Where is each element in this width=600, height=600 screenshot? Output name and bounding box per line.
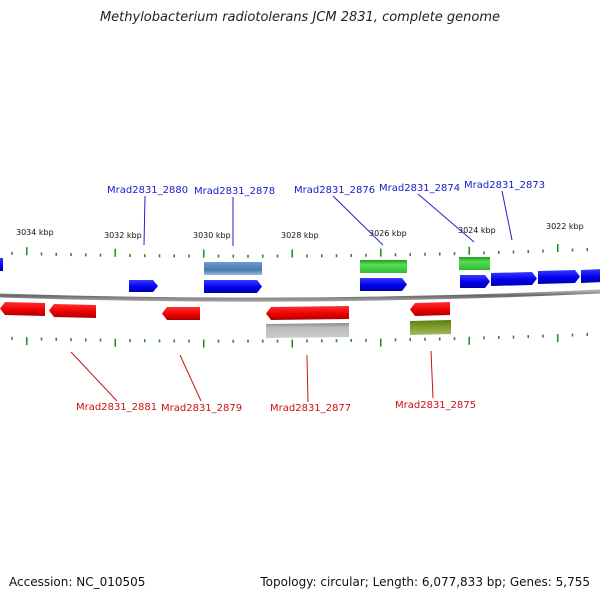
reverse-strand-features: [0, 302, 451, 338]
scale-ticks-top: [11, 244, 589, 258]
gene-feature-rev[interactable]: [266, 323, 349, 338]
gene-label-mrad2831-2876[interactable]: Mrad2831_2876: [294, 185, 375, 196]
gene-feature-fwd[interactable]: [360, 278, 407, 291]
gene-label-mrad2831-2873[interactable]: Mrad2831_2873: [464, 180, 545, 191]
gene-feature-rev[interactable]: [49, 304, 96, 318]
reverse-gene-labels: Mrad2831_2881 Mrad2831_2879 Mrad2831_287…: [76, 400, 476, 414]
reverse-leader-lines: [70, 350, 434, 403]
gene-feature-rev[interactable]: [410, 302, 450, 316]
gene-feature-fwd[interactable]: [0, 258, 3, 271]
scale-label: 3024 kbp: [458, 226, 496, 235]
gene-label-mrad2831-2875[interactable]: Mrad2831_2875: [395, 400, 476, 411]
gene-label-mrad2831-2879[interactable]: Mrad2831_2879: [161, 403, 242, 414]
scale-labels: 3034 kbp 3032 kbp 3030 kbp 3028 kbp 3026…: [16, 222, 584, 240]
gene-feature-fwd[interactable]: [491, 272, 537, 286]
scale-label: 3022 kbp: [546, 222, 584, 231]
forward-gene-labels: Mrad2831_2880 Mrad2831_2878 Mrad2831_287…: [107, 180, 545, 197]
gene-feature-fwd[interactable]: [581, 269, 600, 283]
genome-backbone: [0, 289, 600, 302]
gene-label-mrad2831-2880[interactable]: Mrad2831_2880: [107, 185, 188, 196]
gene-label-mrad2831-2877[interactable]: Mrad2831_2877: [270, 403, 351, 414]
scale-label: 3034 kbp: [16, 228, 54, 237]
scale-label: 3028 kbp: [281, 231, 319, 240]
gene-feature-fwd[interactable]: [129, 280, 158, 292]
genome-title: Methylobacterium radiotolerans JCM 2831,…: [99, 10, 501, 25]
gene-feature-rev[interactable]: [162, 307, 200, 320]
gene-label-mrad2831-2874[interactable]: Mrad2831_2874: [379, 183, 460, 194]
scale-label: 3030 kbp: [193, 231, 231, 240]
accession-text: Accession: NC_010505: [9, 575, 146, 589]
gene-feature-rev[interactable]: [410, 320, 451, 335]
forward-leader-lines: [143, 190, 513, 246]
gene-feature-fwd[interactable]: [459, 257, 490, 270]
gene-feature-fwd[interactable]: [538, 270, 580, 284]
genome-summary-text: Topology: circular; Length: 6,077,833 bp…: [260, 575, 590, 589]
gene-feature-fwd[interactable]: [204, 262, 262, 275]
gene-feature-fwd[interactable]: [460, 275, 490, 288]
gene-feature-fwd[interactable]: [360, 260, 407, 273]
gene-label-mrad2831-2878[interactable]: Mrad2831_2878: [194, 186, 275, 197]
gene-feature-rev[interactable]: [0, 302, 45, 316]
scale-ticks-bottom: [11, 333, 589, 348]
gene-feature-fwd[interactable]: [204, 280, 262, 293]
forward-strand-features: [0, 257, 600, 293]
gene-feature-rev[interactable]: [266, 306, 349, 320]
scale-label: 3026 kbp: [369, 229, 407, 238]
gene-label-mrad2831-2881[interactable]: Mrad2831_2881: [76, 402, 157, 413]
scale-label: 3032 kbp: [104, 231, 142, 240]
